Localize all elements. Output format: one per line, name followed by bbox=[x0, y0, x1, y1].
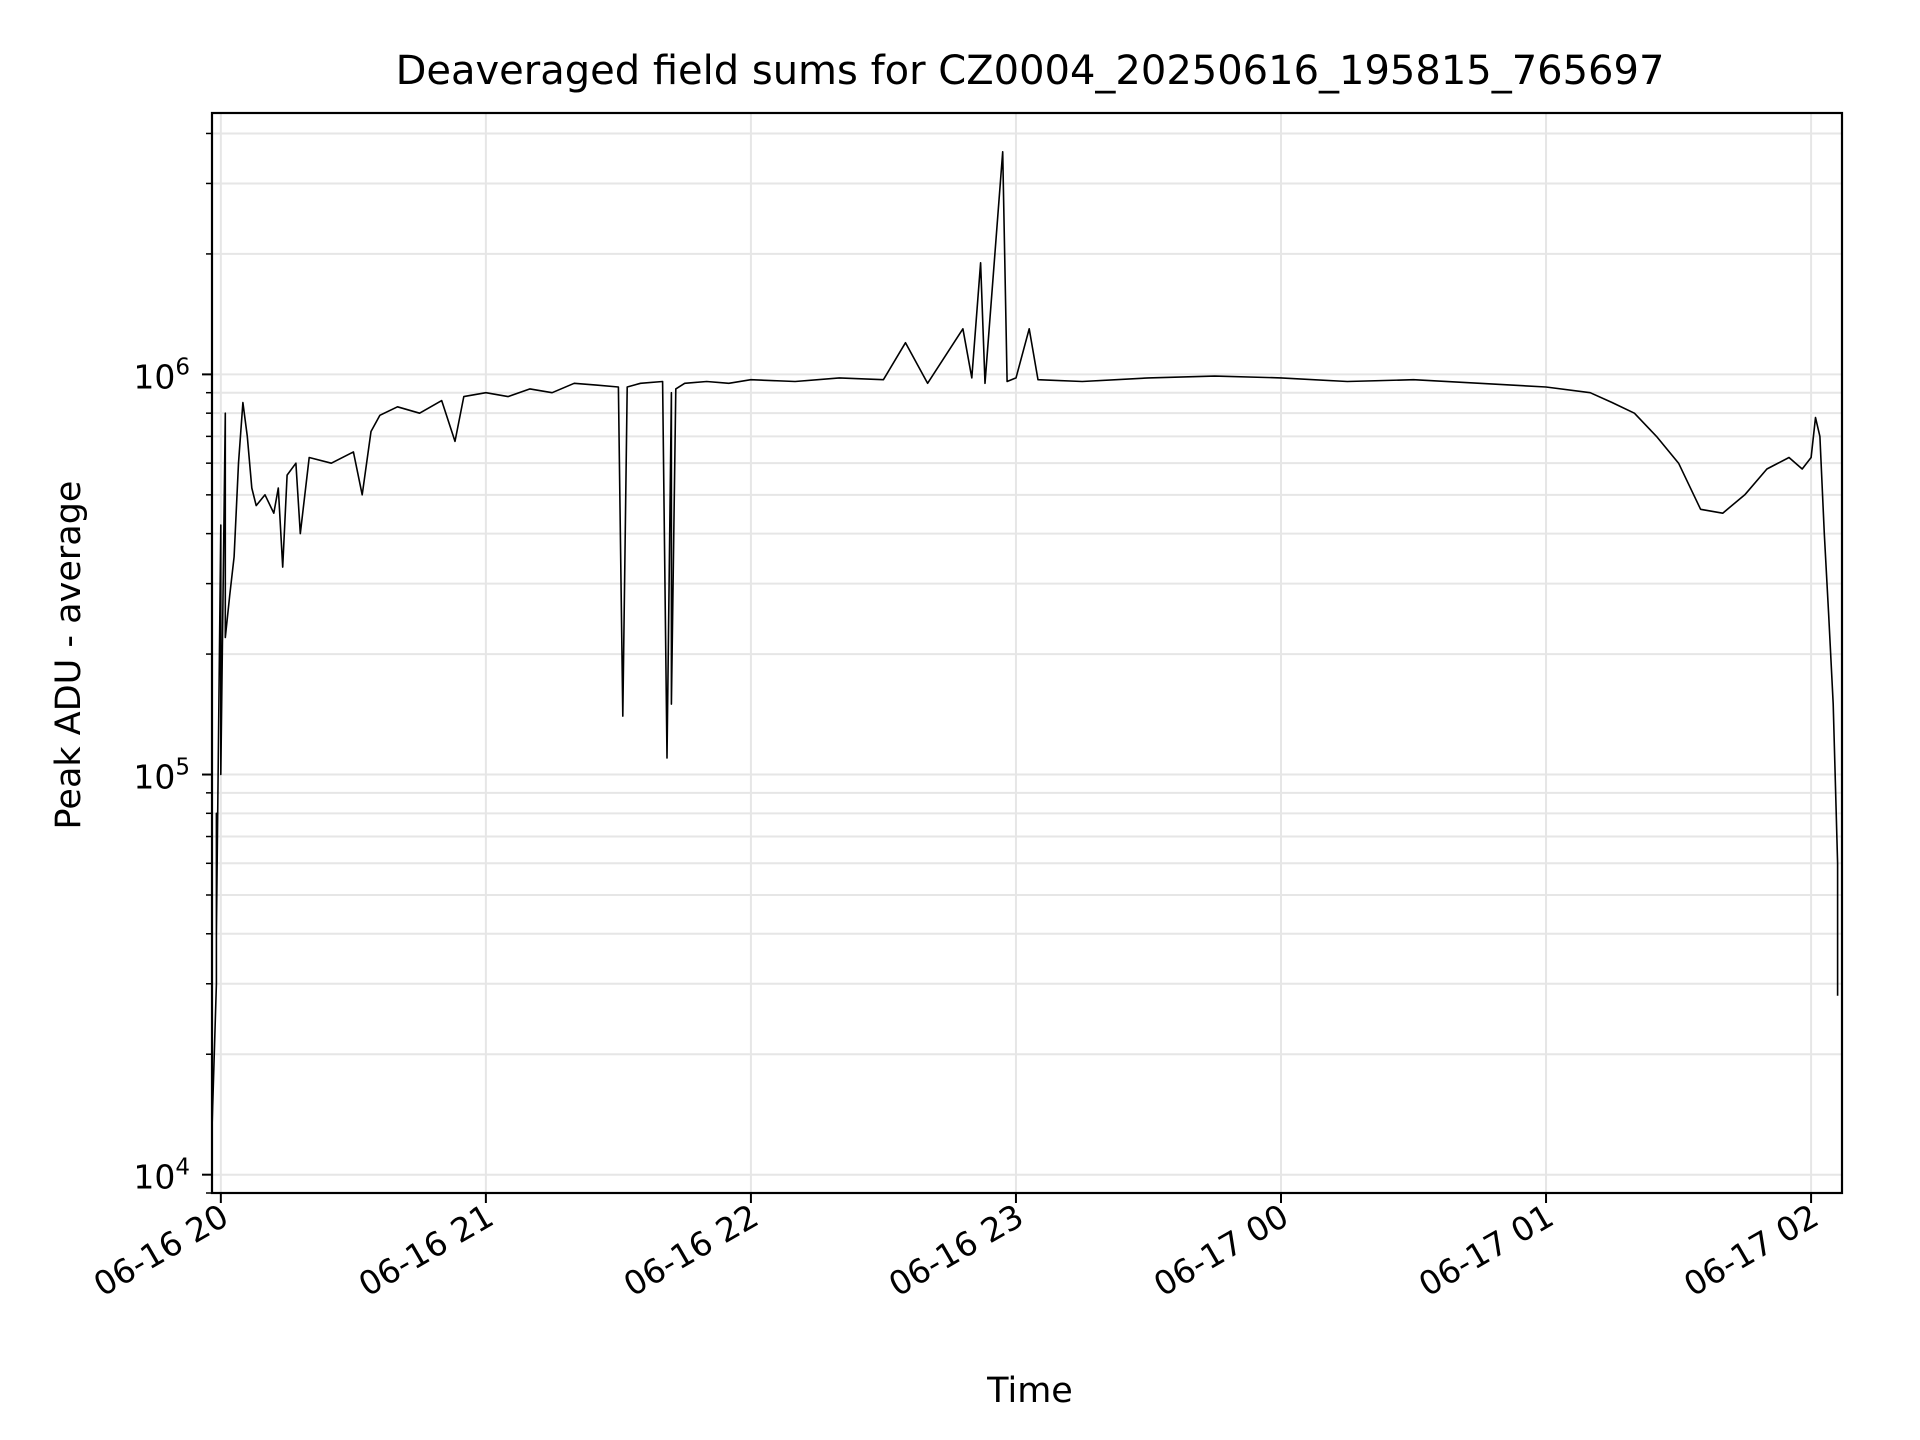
y-axis-title: Peak ADU - average bbox=[49, 481, 89, 830]
y-tick-exponent: 6 bbox=[175, 354, 190, 380]
y-tick-exponent: 5 bbox=[175, 755, 190, 781]
chart-title: Deaveraged field sums for CZ0004_2025061… bbox=[396, 48, 1665, 94]
plot-frame bbox=[210, 111, 1844, 1195]
y-tick-base: 10 bbox=[133, 357, 175, 396]
x-axis-title: Time bbox=[986, 1371, 1073, 1411]
y-tick-label: 104 bbox=[133, 1155, 190, 1197]
series-layer bbox=[211, 151, 1839, 1130]
y-tick-label: 106 bbox=[133, 354, 190, 396]
series-line bbox=[211, 151, 1839, 1130]
y-tick-base: 10 bbox=[133, 758, 175, 797]
y-tick-label: 105 bbox=[133, 755, 190, 797]
y-tick-base: 10 bbox=[133, 1158, 175, 1197]
grid-layer bbox=[212, 113, 1842, 1194]
y-tick-exponent: 4 bbox=[175, 1155, 190, 1181]
